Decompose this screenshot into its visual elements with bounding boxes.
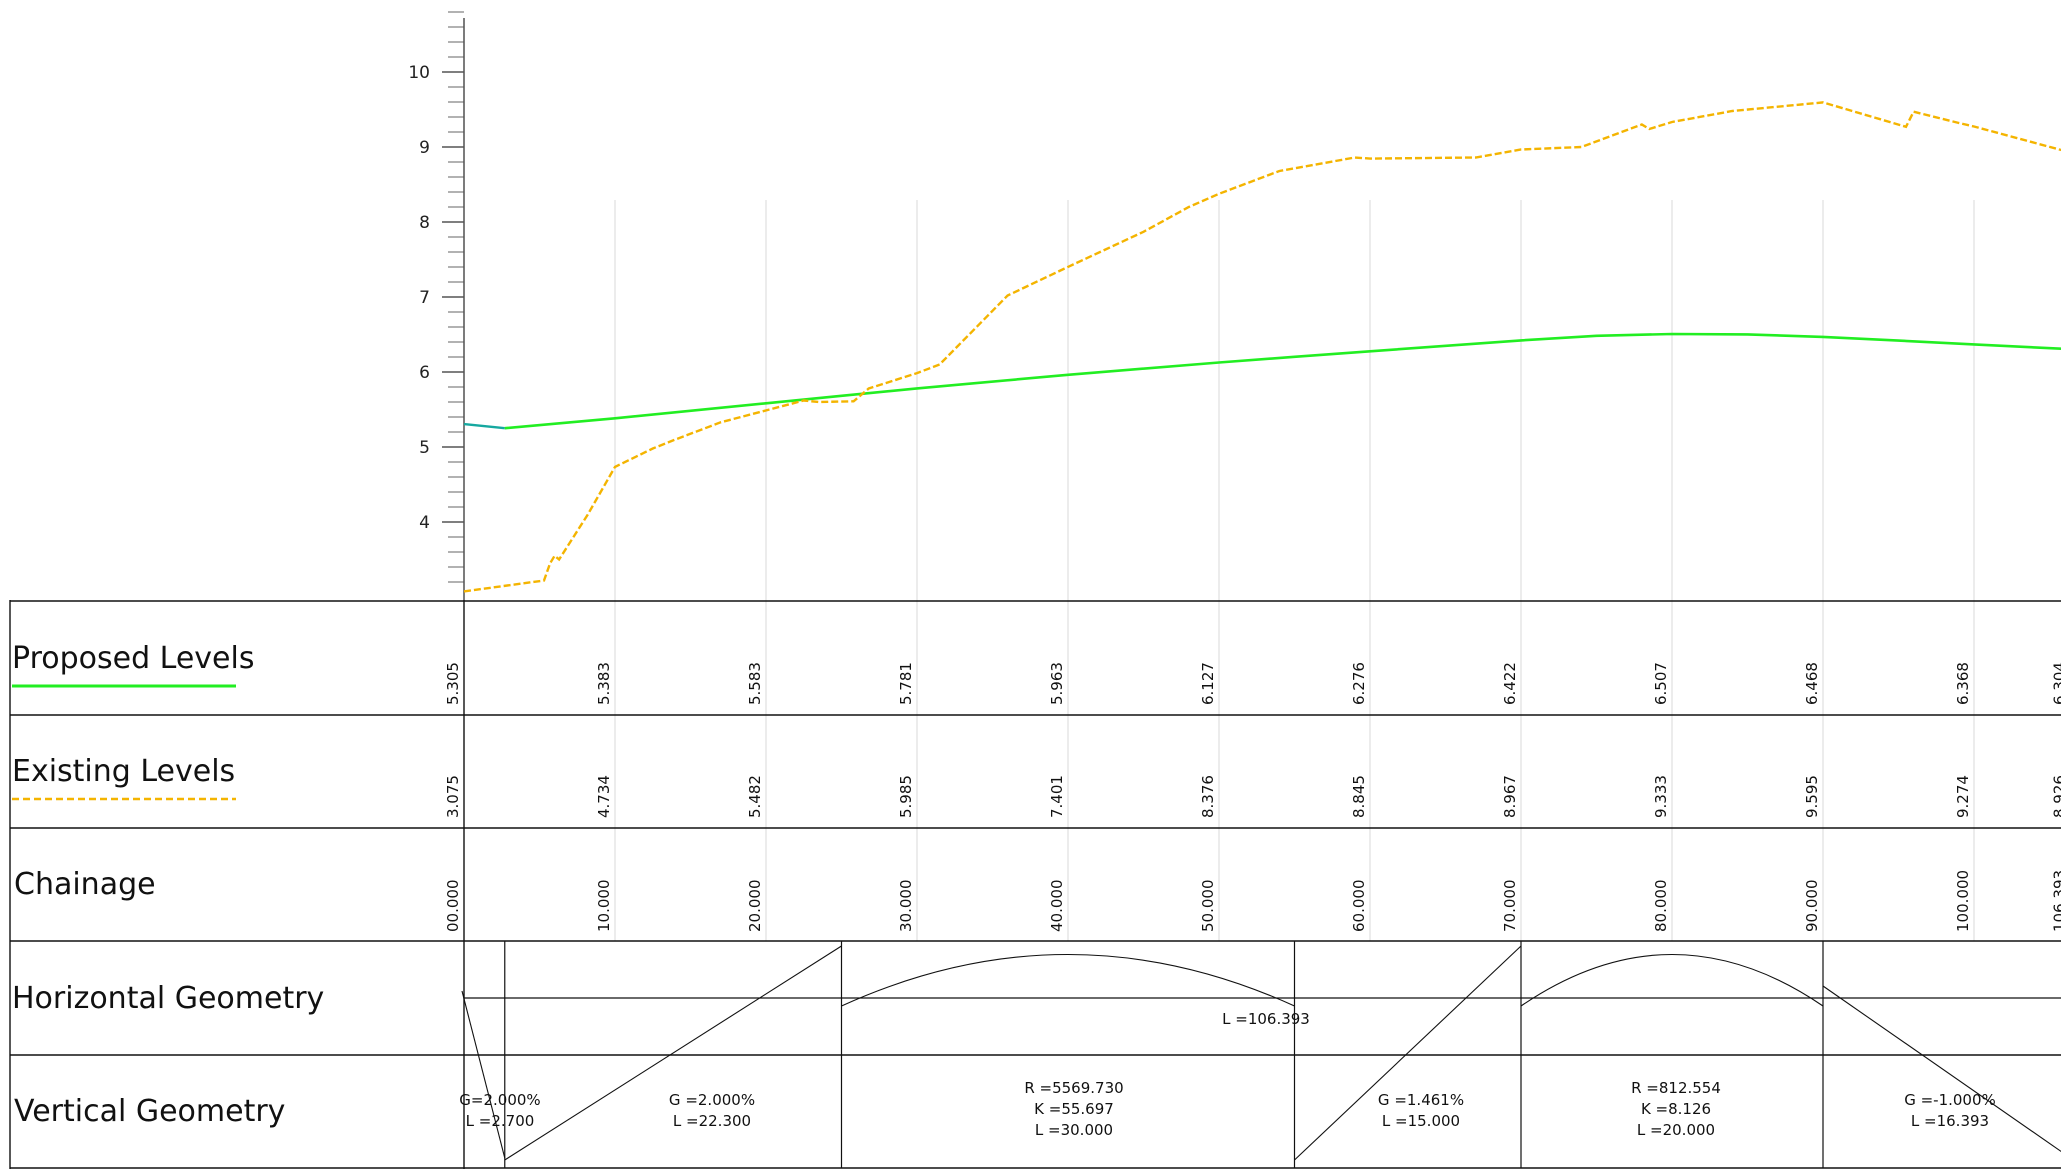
vertical-geometry-label: R =5569.730 bbox=[1024, 1079, 1123, 1097]
proposed-level-value: 6.507 bbox=[1652, 662, 1670, 705]
existing-level-value: 7.401 bbox=[1048, 775, 1066, 818]
row-title-proposed-levels: Proposed Levels bbox=[12, 641, 254, 676]
existing-level-value: 9.333 bbox=[1652, 775, 1670, 818]
existing-levels-line bbox=[463, 101, 2061, 593]
vertical-geometry-label: L =22.300 bbox=[673, 1112, 751, 1130]
existing-level-value: 9.274 bbox=[1954, 775, 1972, 818]
proposed-level-value: 6.127 bbox=[1199, 662, 1217, 705]
proposed-levels-line bbox=[504, 332, 2061, 430]
chainage-value: 100.000 bbox=[1954, 870, 1972, 932]
y-tick-label: 5 bbox=[419, 438, 430, 458]
existing-level-value: 8.967 bbox=[1501, 775, 1519, 818]
existing-level-value: 5.482 bbox=[746, 775, 764, 818]
proposed-level-value: 6.276 bbox=[1350, 662, 1368, 705]
existing-level-value: 9.595 bbox=[1803, 775, 1821, 818]
vertical-geometry-label: L =2.700 bbox=[466, 1112, 535, 1130]
y-tick-label: 7 bbox=[419, 288, 430, 308]
vertical-geometry-label: L =20.000 bbox=[1637, 1121, 1715, 1139]
proposed-level-value: 5.583 bbox=[746, 662, 764, 705]
proposed-level-value: 6.304 bbox=[2051, 662, 2061, 705]
vertical-geometry-band: G=2.000% L =2.700 G =2.000% L =22.300 R =556… bbox=[459, 941, 2061, 1168]
y-tick-label: 4 bbox=[419, 513, 430, 533]
band-values: 5.305 3.075 00.000 5.383 4.734 10.000 5.583 5.4… bbox=[444, 662, 2061, 932]
row-title-vertical-geometry: Vertical Geometry bbox=[14, 1094, 285, 1129]
proposed-level-value: 6.368 bbox=[1954, 662, 1972, 705]
vertical-geometry-label: G =-1.000% bbox=[1904, 1091, 1996, 1109]
chainage-value: 80.000 bbox=[1652, 880, 1670, 933]
y-tick-label: 6 bbox=[419, 363, 430, 383]
y-axis: 4 5 6 7 8 9 10 bbox=[408, 11, 464, 583]
chainage-gridlines bbox=[614, 200, 1975, 941]
chainage-value: 70.000 bbox=[1501, 880, 1519, 933]
row-title-horizontal-geometry: Horizontal Geometry bbox=[12, 981, 324, 1016]
proposed-level-value: 5.781 bbox=[897, 662, 915, 705]
existing-level-value: 8.926 bbox=[2051, 775, 2061, 818]
vertical-geometry-label: G=2.000% bbox=[459, 1091, 540, 1109]
grade-line-shape bbox=[504, 945, 842, 1161]
row-title-chainage: Chainage bbox=[14, 867, 156, 902]
y-tick-label: 8 bbox=[419, 213, 430, 233]
vertical-curve-shape bbox=[841, 953, 1295, 1007]
grade-line-shape bbox=[1822, 985, 2061, 1153]
chainage-value: 90.000 bbox=[1803, 880, 1821, 933]
vertical-curve-shape bbox=[1520, 954, 1824, 1007]
vertical-geometry-label: L =30.000 bbox=[1035, 1121, 1113, 1139]
series-layer bbox=[463, 101, 2061, 593]
vertical-geometry-label: K =8.126 bbox=[1641, 1100, 1711, 1118]
vertical-geometry-label: R =812.554 bbox=[1631, 1079, 1721, 1097]
vertical-geometry-label: L =16.393 bbox=[1911, 1112, 1989, 1130]
proposed-level-value: 5.383 bbox=[595, 662, 613, 705]
proposed-level-value: 5.305 bbox=[444, 662, 462, 705]
vertical-geometry-label: G =1.461% bbox=[1378, 1091, 1464, 1109]
level-profile-plot: 4 5 6 7 8 9 10 bbox=[408, 11, 2061, 941]
existing-level-value: 8.845 bbox=[1350, 775, 1368, 818]
chainage-value: 50.000 bbox=[1199, 880, 1217, 933]
y-tick-label: 10 bbox=[408, 63, 430, 83]
vertical-geometry-label: K =55.697 bbox=[1034, 1100, 1114, 1118]
existing-level-value: 5.985 bbox=[897, 775, 915, 818]
data-band-table: Proposed Levels Existing Levels Chainage… bbox=[9, 600, 2061, 1169]
existing-level-value: 8.376 bbox=[1199, 775, 1217, 818]
chainage-value: 60.000 bbox=[1350, 880, 1368, 933]
y-tick-label: 9 bbox=[419, 138, 430, 158]
vertical-geometry-label: L =15.000 bbox=[1382, 1112, 1460, 1130]
existing-level-value: 3.075 bbox=[444, 775, 462, 818]
row-title-existing-levels: Existing Levels bbox=[12, 754, 235, 789]
chainage-value: 40.000 bbox=[1048, 880, 1066, 933]
grade-line-shape bbox=[461, 990, 506, 1159]
proposed-level-value: 6.468 bbox=[1803, 662, 1821, 705]
proposed-level-value: 5.963 bbox=[1048, 662, 1066, 705]
chainage-value: 106.393 bbox=[2051, 870, 2061, 932]
proposed-levels-start-segment bbox=[463, 422, 505, 430]
horizontal-geometry-label: L =106.393 bbox=[1222, 1010, 1310, 1028]
proposed-level-value: 6.422 bbox=[1501, 662, 1519, 705]
chainage-value: 20.000 bbox=[746, 880, 764, 933]
grade-line-shape bbox=[1294, 945, 1522, 1161]
chainage-value: 00.000 bbox=[444, 880, 462, 933]
chainage-value: 10.000 bbox=[595, 880, 613, 933]
existing-level-value: 4.734 bbox=[595, 775, 613, 818]
vertical-geometry-label: G =2.000% bbox=[669, 1091, 755, 1109]
chainage-value: 30.000 bbox=[897, 880, 915, 933]
